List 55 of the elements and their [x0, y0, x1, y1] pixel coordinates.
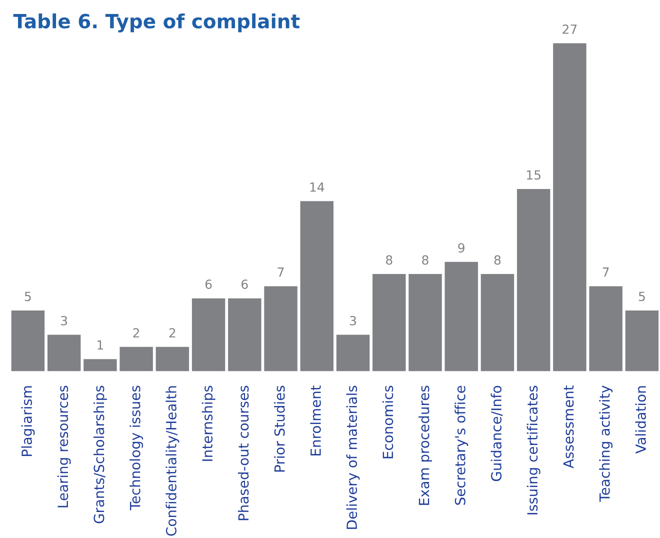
data-label: 7: [278, 268, 284, 277]
bar: [336, 334, 370, 372]
data-label: 27: [562, 24, 577, 34]
data-label: 2: [169, 328, 176, 338]
x-tick-label: Delivery of materials: [346, 386, 360, 529]
x-tick-label: Plagiarism: [21, 386, 35, 456]
data-label: 7: [602, 268, 609, 277]
x-tick-label: Phased-out courses: [238, 386, 249, 520]
x-tick-label: Internships: [202, 386, 216, 461]
bar: [47, 334, 81, 372]
bar: [589, 286, 622, 372]
x-tick-label: Economics: [382, 386, 394, 458]
data-label: 5: [638, 292, 645, 302]
data-label: 6: [242, 280, 248, 289]
chart-title: Table 6. Type of complaint: [13, 13, 300, 32]
data-label: 8: [494, 255, 501, 265]
bar: [408, 274, 442, 372]
data-label: 2: [133, 328, 140, 338]
bar: [480, 274, 514, 372]
x-tick-label: Issuing certificates: [526, 386, 540, 514]
bar: [372, 274, 406, 372]
bar: [264, 286, 298, 372]
x-tick-label: Confidentiality/Health: [166, 386, 180, 536]
x-tick-label: Assessment: [563, 385, 574, 468]
x-tick-label: Exam procedures: [418, 386, 432, 505]
x-tick-label: Teaching activity: [599, 386, 613, 502]
x-tick-label: Prior Studies: [274, 386, 285, 472]
x-tick-label: Grants/Scholarships: [93, 386, 107, 524]
data-label: 3: [350, 316, 356, 326]
bar: [192, 298, 226, 372]
bar: [516, 189, 550, 372]
x-tick-label: Learing resources: [57, 386, 71, 508]
bar: [553, 43, 586, 372]
data-label: 6: [205, 280, 212, 289]
bar: [84, 359, 117, 372]
data-label: 14: [310, 182, 324, 192]
data-label: 9: [458, 243, 464, 253]
data-label: 8: [386, 255, 392, 265]
data-label: 1: [98, 340, 104, 350]
bar: [228, 298, 262, 372]
data-label: 15: [527, 170, 540, 180]
x-tick-label: Enrolment: [310, 385, 321, 456]
bar: [444, 262, 478, 372]
bar: [156, 346, 190, 372]
bar: [625, 310, 659, 372]
data-label: 5: [24, 292, 31, 302]
x-tick-label: Secretary's office: [454, 386, 468, 505]
bar: [11, 310, 45, 372]
data-label: 3: [61, 316, 68, 326]
x-tick-label: Technology issues: [130, 386, 144, 510]
x-tick-label: Guidance/Info: [490, 386, 503, 482]
bar: [300, 201, 334, 372]
bar: [120, 346, 153, 372]
data-label: 8: [422, 255, 428, 265]
x-tick-label: Validation: [635, 386, 646, 454]
